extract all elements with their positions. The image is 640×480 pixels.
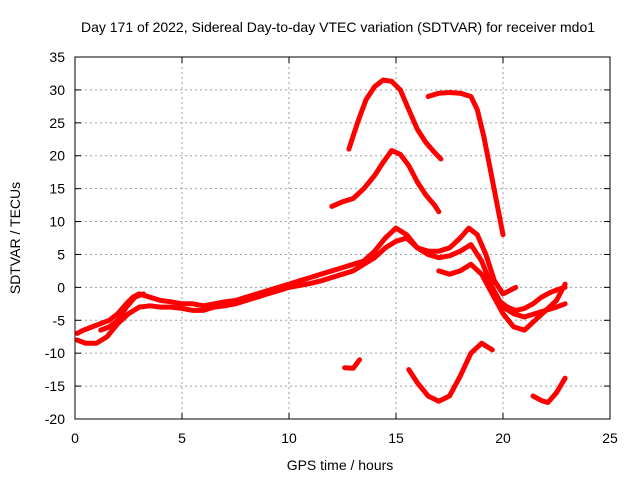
- y-tick-label: 35: [49, 49, 65, 65]
- y-tick-label: 20: [49, 148, 65, 164]
- series-line-early-spike: [98, 291, 146, 333]
- y-tick-label: -10: [45, 345, 65, 361]
- y-tick-label: -20: [45, 411, 65, 427]
- series-line-arc-neg-15: [406, 340, 495, 404]
- y-tick-label: 0: [57, 279, 65, 295]
- chart-title: Day 171 of 2022, Sidereal Day-to-day VTE…: [81, 19, 595, 35]
- series-line-branch-low-b: [496, 284, 568, 313]
- y-axis-label: SDTVAR / TECUs: [7, 182, 23, 294]
- x-tick-label: 5: [178, 430, 186, 446]
- plot-frame: [74, 56, 611, 420]
- x-tick-label: 0: [71, 430, 79, 446]
- y-tick-label: 5: [57, 246, 65, 262]
- series-line-short-neg-12: [342, 357, 363, 371]
- axis-ticks: 0 5 10 15 20 25 -20 -15 -10 -5 0 5 10 15 20 25 30 35: [45, 49, 618, 446]
- y-tick-label: 30: [49, 82, 65, 98]
- series-line-arc-30: [346, 77, 444, 162]
- y-tick-label: 10: [49, 214, 65, 230]
- x-tick-label: 25: [602, 430, 618, 446]
- x-tick-label: 20: [495, 430, 511, 446]
- grid: [75, 57, 610, 419]
- series-line-arc-29: [425, 90, 506, 238]
- series-line-arc-20: [329, 148, 442, 215]
- x-tick-label: 10: [281, 430, 297, 446]
- y-tick-label: 25: [49, 115, 65, 131]
- y-tick-label: 15: [49, 181, 65, 197]
- x-tick-label: 15: [388, 430, 404, 446]
- x-axis-label: GPS time / hours: [287, 457, 394, 473]
- y-tick-label: -5: [53, 312, 66, 328]
- series-line-main-band-lower: [74, 235, 568, 346]
- series-group: [74, 77, 568, 405]
- series-line-short-neg-17: [530, 375, 568, 405]
- y-tick-label: -15: [45, 378, 65, 394]
- series-line-branch-low-a: [436, 261, 568, 333]
